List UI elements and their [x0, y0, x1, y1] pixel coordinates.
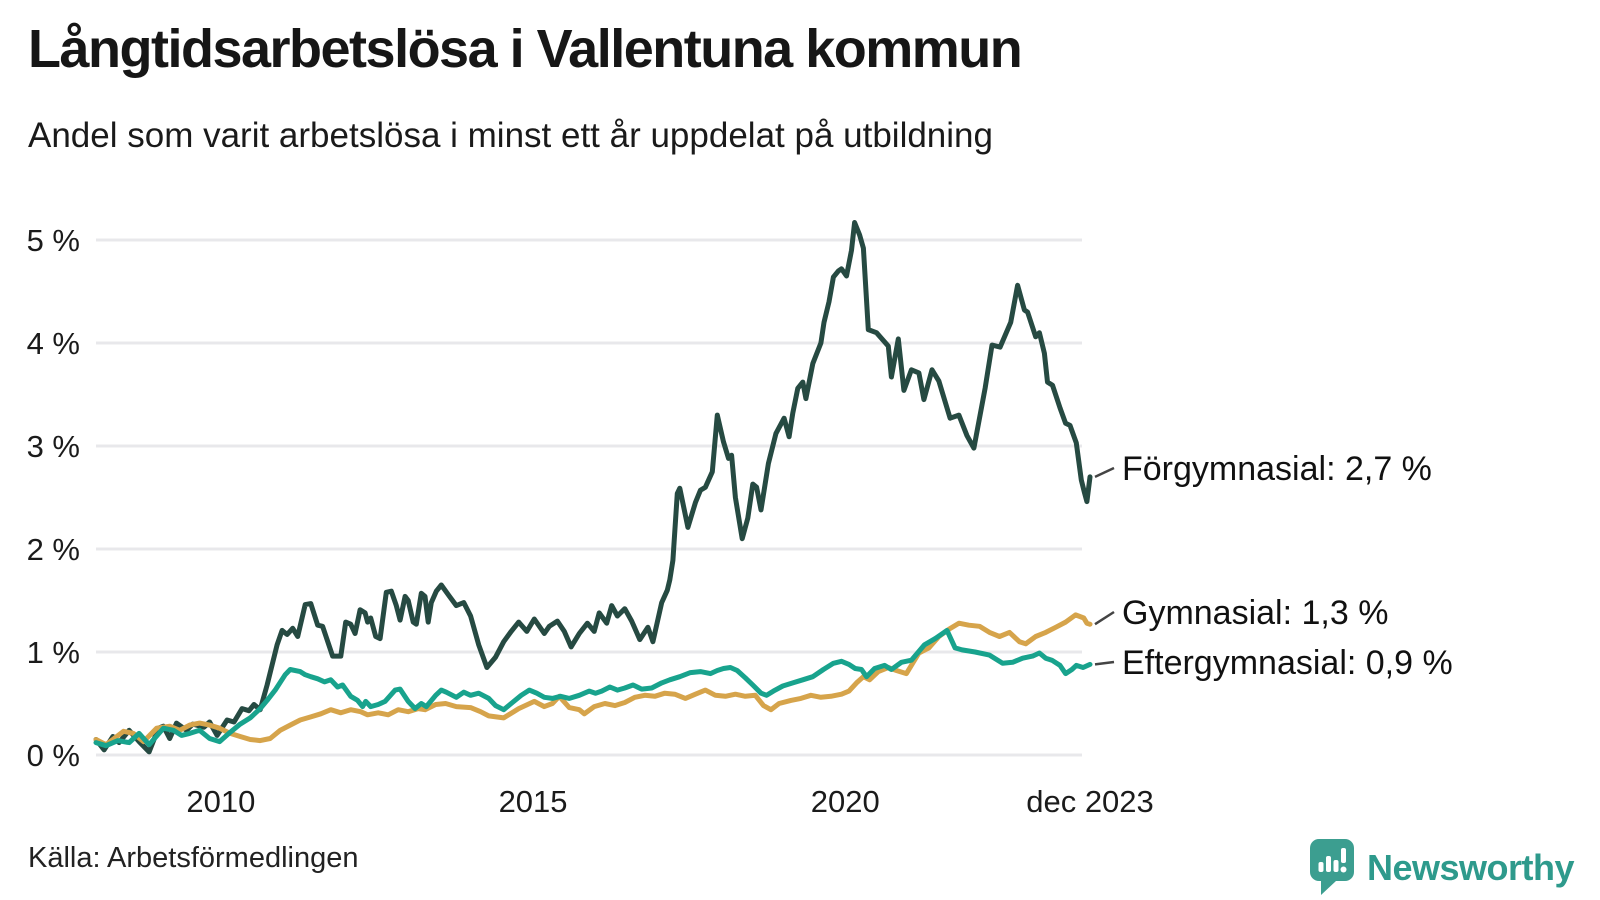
- annotation-connector-gymnasial: [1094, 610, 1115, 626]
- x-tick-label: 2015: [499, 784, 568, 819]
- y-tick-label: 2 %: [27, 532, 80, 567]
- series-annotation-gymnasial: Gymnasial: 1,3 %: [1122, 594, 1388, 632]
- newsworthy-logo-text: Newsworthy: [1366, 847, 1575, 888]
- newsworthy-speech-bubble-icon: [1309, 839, 1354, 895]
- x-tick-label: 2020: [811, 784, 880, 819]
- x-tick-label: dec 2023: [1026, 784, 1154, 819]
- page-subtitle: Andel som varit arbetslösa i minst ett å…: [28, 116, 993, 155]
- y-tick-label: 3 %: [27, 429, 80, 464]
- page-title: Långtidsarbetslösa i Vallentuna kommun: [28, 19, 1023, 79]
- annotation-connector-eftergymnasial: [1094, 660, 1115, 666]
- x-tick-label: 2010: [186, 784, 255, 819]
- annotation-connector-förgymnasial: [1094, 466, 1115, 479]
- series-line-förgymnasial: [93, 220, 1093, 755]
- y-tick-label: 0 %: [27, 738, 80, 773]
- y-tick-label: 4 %: [27, 326, 80, 361]
- series-line-eftergymnasial: [93, 627, 1093, 749]
- y-tick-label: 1 %: [27, 635, 80, 670]
- y-tick-label: 5 %: [27, 223, 80, 258]
- newsworthy-logo: Newsworthy: [1309, 838, 1575, 898]
- series-annotation-eftergymnasial: Eftergymnasial: 0,9 %: [1122, 644, 1453, 682]
- series-annotation-förgymnasial: Förgymnasial: 2,7 %: [1122, 450, 1432, 488]
- source-note: Källa: Arbetsförmedlingen: [28, 842, 359, 874]
